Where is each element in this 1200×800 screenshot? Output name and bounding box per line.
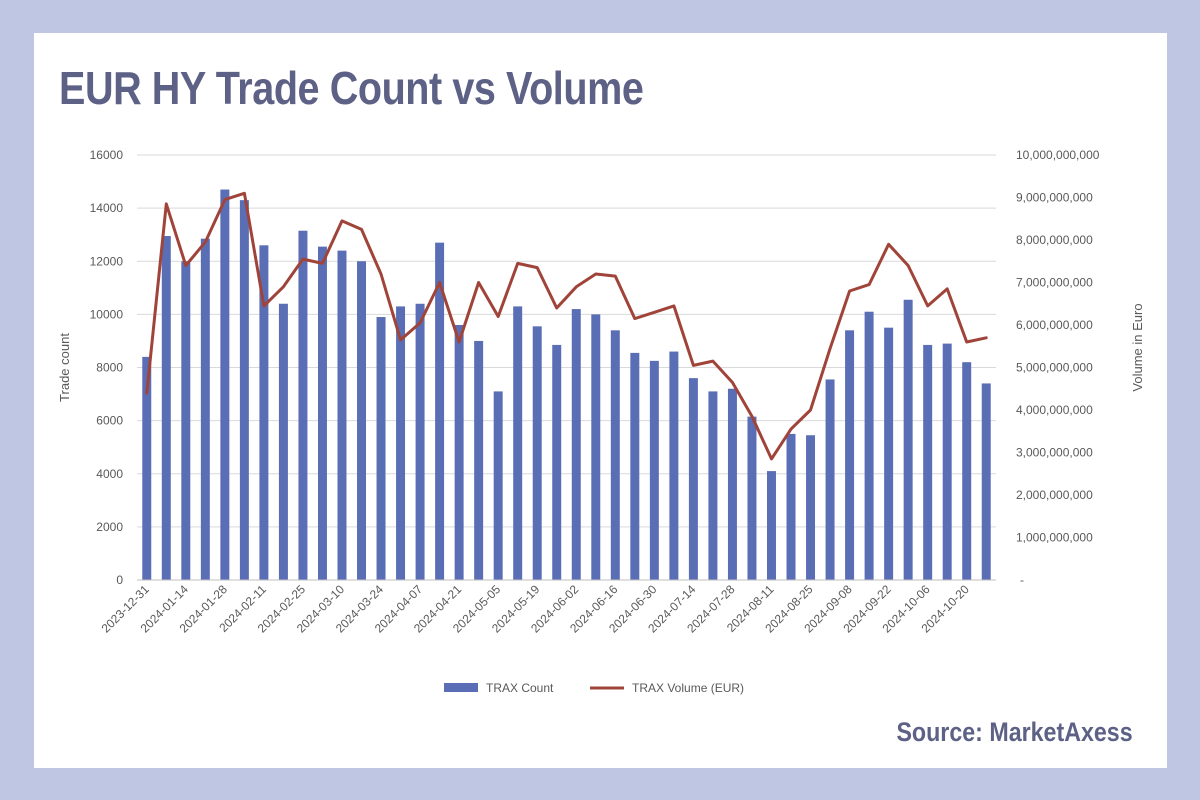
bar-trax-count bbox=[532, 326, 542, 580]
bar-trax-count bbox=[259, 245, 269, 580]
bar-trax-count bbox=[688, 378, 698, 580]
bar-trax-count bbox=[239, 200, 249, 580]
bar-trax-count bbox=[571, 309, 581, 580]
page-title: EUR HY Trade Count vs Volume bbox=[59, 62, 644, 114]
y-right-tick-label: 4,000,000,000 bbox=[1016, 403, 1093, 417]
y-left-tick-label: 4000 bbox=[96, 467, 123, 481]
y-left-tick-label: 14000 bbox=[90, 201, 124, 215]
bar-trax-count bbox=[845, 330, 855, 580]
bar-trax-count bbox=[669, 351, 679, 580]
bar-trax-count bbox=[454, 325, 464, 580]
y-left-tick-label: 10000 bbox=[90, 307, 124, 321]
bar-trax-count bbox=[474, 340, 484, 580]
source-note: Source: MarketAxess bbox=[896, 717, 1133, 747]
bar-trax-count bbox=[220, 189, 230, 580]
y-right-tick-label: 5,000,000,000 bbox=[1016, 361, 1093, 375]
bar-trax-count bbox=[415, 303, 425, 580]
y-right-tick-label: 9,000,000,000 bbox=[1016, 191, 1093, 205]
y-left-tick-label: 16000 bbox=[90, 148, 124, 162]
y-left-tick-label: 2000 bbox=[96, 520, 123, 534]
bar-trax-count bbox=[200, 238, 210, 580]
bar-trax-count bbox=[357, 261, 367, 580]
y-left-tick-label: 8000 bbox=[96, 361, 123, 375]
bar-trax-count bbox=[649, 360, 659, 580]
bar-trax-count bbox=[181, 261, 191, 580]
bar-trax-count bbox=[903, 299, 913, 580]
y-right-tick-label: 6,000,000,000 bbox=[1016, 318, 1093, 332]
bar-trax-count bbox=[591, 314, 601, 580]
legend-swatch-trax-count bbox=[444, 683, 478, 692]
y-right-tick-label: 8,000,000,000 bbox=[1016, 233, 1093, 247]
bar-trax-count bbox=[942, 343, 952, 580]
bar-trax-count bbox=[161, 236, 171, 580]
bar-trax-count bbox=[727, 388, 737, 580]
y-right-tick-label: 7,000,000,000 bbox=[1016, 276, 1093, 290]
y-right-tick-label: 1,000,000,000 bbox=[1016, 531, 1093, 545]
bar-trax-count bbox=[298, 230, 308, 580]
y-right-tick-label: 3,000,000,000 bbox=[1016, 446, 1093, 460]
bar-trax-count bbox=[513, 306, 523, 580]
y-left-axis-title: Trade count bbox=[57, 333, 72, 402]
y-left-tick-label: 0 bbox=[116, 573, 123, 587]
bar-trax-count bbox=[806, 435, 816, 580]
chart-card: EUR HY Trade Count vs Volume 0 2000 4000 60… bbox=[34, 33, 1167, 768]
bar-trax-count bbox=[396, 306, 406, 580]
bar-trax-count bbox=[884, 327, 894, 580]
line-trax-volume bbox=[145, 191, 988, 461]
bar-trax-count bbox=[766, 471, 776, 580]
bar-trax-count bbox=[825, 379, 835, 580]
bar-trax-count bbox=[278, 303, 288, 580]
bar-trax-count bbox=[923, 344, 933, 580]
bar-trax-count bbox=[864, 311, 874, 580]
y-right-axis-title: Volume in Euro bbox=[1130, 303, 1145, 391]
bar-trax-count bbox=[376, 317, 386, 580]
bar-trax-count bbox=[981, 383, 991, 580]
y-right-tick-label: 2,000,000,000 bbox=[1016, 488, 1093, 502]
bar-trax-count bbox=[610, 330, 620, 580]
bar-trax-count bbox=[708, 391, 718, 580]
y-right-tick-label: 10,000,000,000 bbox=[1016, 148, 1100, 162]
bar-trax-count bbox=[786, 433, 796, 580]
bar-trax-count bbox=[493, 391, 503, 580]
bar-trax-count bbox=[552, 344, 562, 580]
y-left-tick-label: 6000 bbox=[96, 414, 123, 428]
bar-trax-count bbox=[962, 362, 972, 580]
bar-trax-count bbox=[747, 416, 757, 580]
bar-trax-count bbox=[142, 356, 152, 580]
legend-label-trax-volume: TRAX Volume (EUR) bbox=[632, 681, 744, 695]
bar-trax-count bbox=[337, 250, 347, 580]
y-left-tick-label: 12000 bbox=[90, 254, 124, 268]
combo-chart: 0 2000 4000 6000 8000 10000 12000 14000 16000 - 1,… bbox=[57, 148, 1145, 695]
bar-trax-count bbox=[630, 352, 640, 580]
bar-trax-count bbox=[317, 246, 327, 580]
legend-label-trax-count: TRAX Count bbox=[486, 681, 554, 695]
bar-trax-count bbox=[435, 242, 445, 580]
y-right-tick-label: - bbox=[1020, 573, 1024, 587]
